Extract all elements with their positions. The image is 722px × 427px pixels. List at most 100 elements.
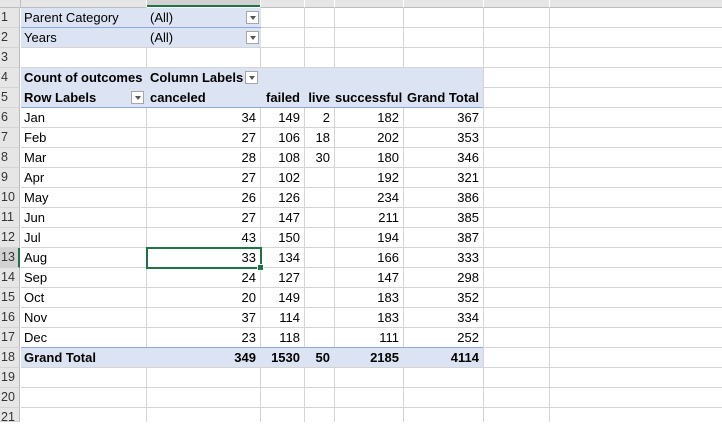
- filter-value[interactable]: (All): [150, 10, 174, 25]
- cell-successful[interactable]: 234: [377, 190, 399, 205]
- row-header[interactable]: 5: [0, 88, 20, 108]
- cell-canceled[interactable]: 27: [241, 210, 256, 225]
- cell-failed[interactable]: 150: [278, 230, 300, 245]
- filter-value[interactable]: (All): [150, 30, 174, 45]
- row-header[interactable]: 10: [0, 188, 20, 208]
- cell-grand-total[interactable]: 333: [457, 250, 479, 265]
- cell-failed[interactable]: 108: [278, 150, 300, 165]
- row-header[interactable]: 2: [0, 28, 20, 48]
- cell-successful[interactable]: 211: [378, 210, 399, 225]
- cell-successful[interactable]: 183: [377, 310, 399, 325]
- active-cell-selection[interactable]: [146, 247, 262, 269]
- cell-successful[interactable]: 202: [377, 130, 399, 145]
- cell-canceled[interactable]: 37: [241, 310, 256, 325]
- cell-grand-total[interactable]: 252: [457, 330, 479, 345]
- row-header[interactable]: 11: [0, 208, 20, 228]
- row-header[interactable]: 12: [0, 228, 20, 248]
- grand-total-label[interactable]: Grand Total: [24, 350, 96, 365]
- cell-grand-total[interactable]: 386: [457, 190, 479, 205]
- row-header[interactable]: 15: [0, 288, 20, 308]
- row-header[interactable]: 9: [0, 168, 20, 188]
- grand-total-total[interactable]: 4114: [450, 350, 479, 365]
- cell-canceled[interactable]: 24: [241, 270, 256, 285]
- column-header-f[interactable]: [404, 0, 483, 8]
- cell-canceled[interactable]: 43: [241, 230, 256, 245]
- row-header[interactable]: 14: [0, 268, 20, 288]
- column-labels-dropdown-icon[interactable]: [245, 71, 258, 84]
- cell-live[interactable]: [305, 248, 334, 268]
- filter-dropdown-icon[interactable]: [246, 11, 259, 24]
- cell-successful[interactable]: 111: [379, 330, 399, 345]
- cell-failed[interactable]: 149: [278, 110, 300, 125]
- cell-canceled[interactable]: 23: [241, 330, 256, 345]
- cell-grand-total[interactable]: 334: [457, 310, 479, 325]
- row-header[interactable]: 17: [0, 328, 20, 348]
- column-header-h[interactable]: [550, 0, 722, 8]
- row-header[interactable]: 20: [0, 388, 20, 408]
- grand-total-live[interactable]: 50: [315, 350, 330, 365]
- cell-live[interactable]: [305, 328, 334, 348]
- column-header-e[interactable]: [335, 0, 403, 8]
- row-label-month[interactable]: May: [24, 190, 49, 205]
- row-header[interactable]: 21: [0, 408, 20, 424]
- cell-successful[interactable]: 183: [377, 290, 399, 305]
- cell-failed[interactable]: 118: [279, 330, 300, 345]
- cell-failed[interactable]: 134: [278, 250, 300, 265]
- cell-live[interactable]: [305, 308, 334, 328]
- cell-grand-total[interactable]: 346: [457, 150, 479, 165]
- cell-grand-total[interactable]: 385: [457, 210, 479, 225]
- row-label-month[interactable]: Nov: [24, 310, 48, 325]
- cell-canceled[interactable]: 20: [241, 290, 256, 305]
- cell-failed[interactable]: 127: [278, 270, 300, 285]
- cell-live[interactable]: [305, 228, 334, 248]
- cell-live[interactable]: 18: [315, 130, 330, 145]
- cell-successful[interactable]: 182: [377, 110, 399, 125]
- cell-canceled-active[interactable]: 33: [241, 250, 256, 265]
- cell-live[interactable]: [305, 288, 334, 308]
- row-header[interactable]: 18: [0, 348, 20, 368]
- row-header[interactable]: 19: [0, 368, 20, 388]
- cell-grand-total[interactable]: 367: [457, 110, 479, 125]
- cell-failed[interactable]: 114: [279, 310, 300, 325]
- column-header-g[interactable]: [484, 0, 549, 8]
- row-label-month[interactable]: Sep: [24, 270, 48, 285]
- row-label-month[interactable]: Apr: [24, 170, 45, 185]
- cell-live[interactable]: [305, 268, 334, 288]
- row-header[interactable]: 4: [0, 68, 20, 88]
- row-label-month[interactable]: Jul: [24, 230, 41, 245]
- cell-live[interactable]: 30: [315, 150, 330, 165]
- row-label-month[interactable]: Jan: [24, 110, 45, 125]
- cell-successful[interactable]: 180: [377, 150, 399, 165]
- row-label-month[interactable]: Feb: [24, 130, 47, 145]
- row-label-month[interactable]: Aug: [24, 250, 48, 265]
- cell-grand-total[interactable]: 321: [457, 170, 479, 185]
- grand-total-canceled[interactable]: 349: [234, 350, 256, 365]
- column-header-c[interactable]: [261, 0, 304, 8]
- column-header-b[interactable]: [147, 0, 260, 7]
- cell-canceled[interactable]: 34: [241, 110, 256, 125]
- cell-live[interactable]: [305, 168, 334, 188]
- column-header-d[interactable]: [305, 0, 334, 8]
- filter-dropdown-icon[interactable]: [246, 31, 259, 44]
- row-header[interactable]: 6: [0, 108, 20, 128]
- cell-failed[interactable]: 126: [278, 190, 300, 205]
- cell-failed[interactable]: 149: [278, 290, 300, 305]
- cell-canceled[interactable]: 27: [241, 170, 256, 185]
- cell-grand-total[interactable]: 352: [457, 290, 479, 305]
- row-header[interactable]: 7: [0, 128, 20, 148]
- grand-total-failed[interactable]: 1530: [271, 350, 300, 365]
- cell-failed[interactable]: 106: [278, 130, 300, 145]
- cell-canceled[interactable]: 26: [241, 190, 256, 205]
- cell-successful[interactable]: 192: [377, 170, 399, 185]
- cell-live[interactable]: 2: [322, 110, 330, 125]
- fill-handle[interactable]: [257, 264, 264, 271]
- row-header-selected[interactable]: 13: [0, 248, 20, 268]
- row-header[interactable]: 16: [0, 308, 20, 328]
- row-label-month[interactable]: Oct: [24, 290, 45, 305]
- cell-successful[interactable]: 166: [377, 250, 399, 265]
- cell-failed[interactable]: 102: [278, 170, 300, 185]
- cell-grand-total[interactable]: 298: [457, 270, 479, 285]
- grand-total-successful[interactable]: 2185: [370, 350, 399, 365]
- cell-failed[interactable]: 147: [278, 210, 300, 225]
